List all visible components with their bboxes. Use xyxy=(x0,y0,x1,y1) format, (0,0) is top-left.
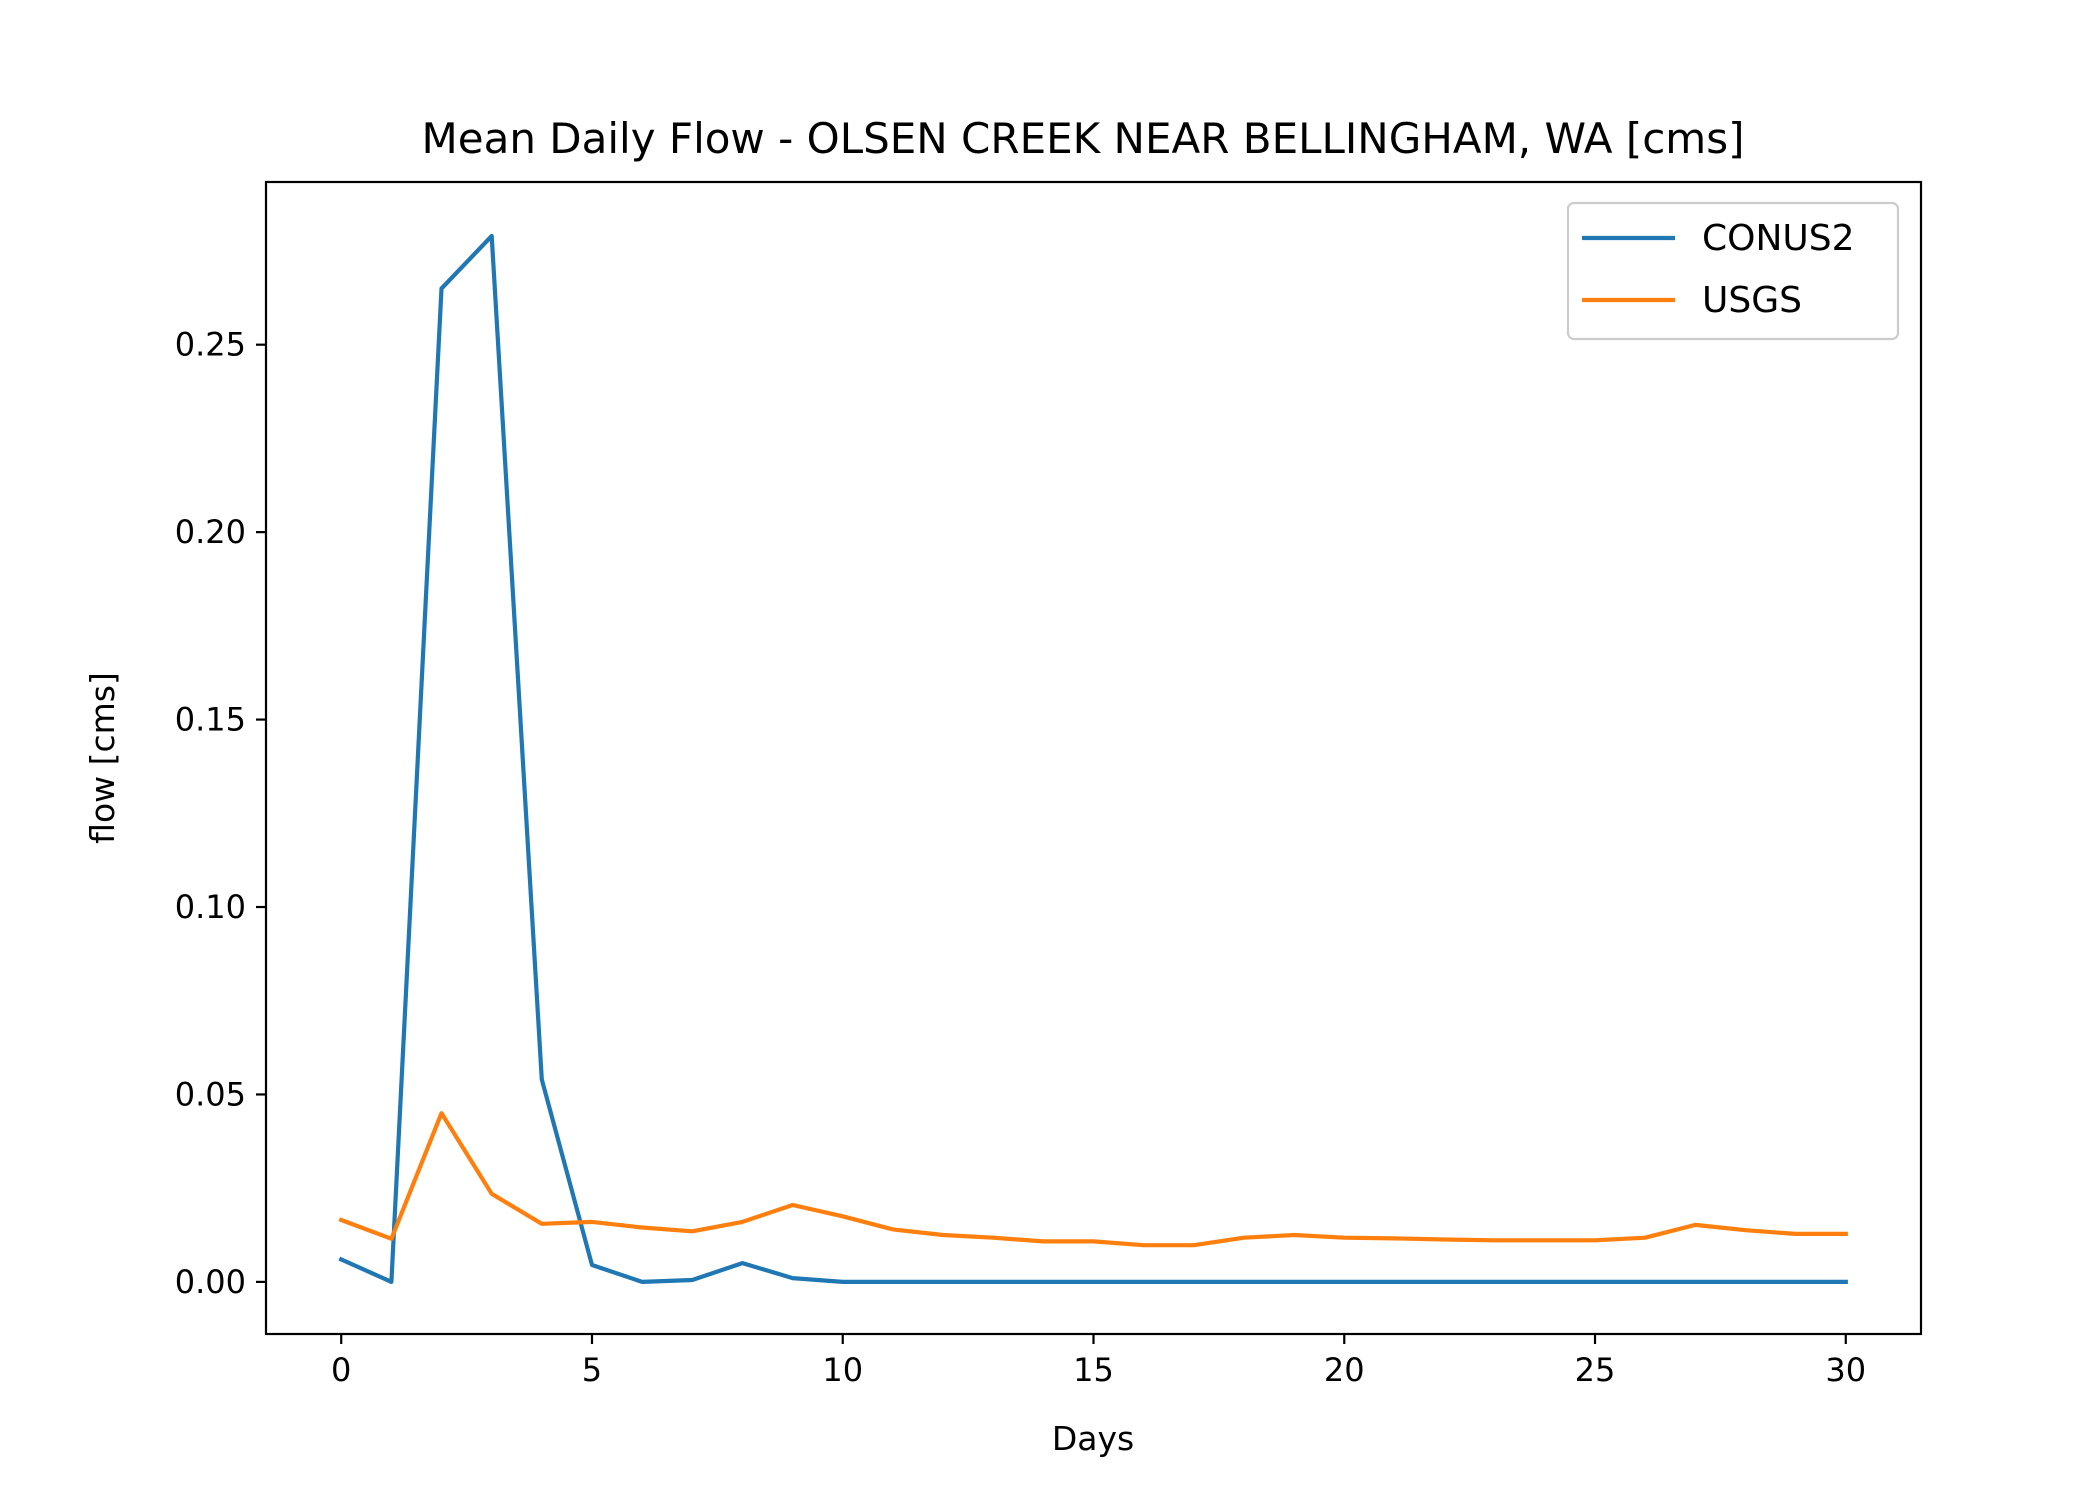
legend-label-usgs: USGS xyxy=(1702,280,1802,321)
y-axis-label: flow [cms] xyxy=(83,672,122,844)
x-axis-ticks: 0 5 10 15 20 25 30 xyxy=(331,1334,1866,1389)
plot-lines xyxy=(338,233,1848,1285)
y-tick-label: 0.00 xyxy=(175,1263,246,1301)
x-tick-label: 15 xyxy=(1073,1351,1114,1389)
x-tick-label: 20 xyxy=(1324,1351,1365,1389)
y-tick-label: 0.10 xyxy=(175,888,246,926)
plot-frame xyxy=(264,180,1923,1336)
x-tick-label: 5 xyxy=(582,1351,602,1389)
y-tick-label: 0.20 xyxy=(175,513,246,551)
series-line-conus2 xyxy=(338,233,1848,1285)
legend-label-conus2: CONUS2 xyxy=(1702,218,1855,259)
y-axis-ticks: 0.00 0.05 0.10 0.15 0.20 0.25 xyxy=(175,326,266,1301)
legend: CONUS2 USGS xyxy=(1566,201,1900,341)
y-tick-label: 0.15 xyxy=(175,701,246,739)
series-line-usgs xyxy=(338,1111,1848,1248)
x-tick-label: 30 xyxy=(1825,1351,1866,1389)
x-axis-label: Days xyxy=(1052,1419,1134,1458)
x-tick-label: 10 xyxy=(822,1351,863,1389)
x-tick-label: 25 xyxy=(1575,1351,1616,1389)
x-tick-label: 0 xyxy=(331,1351,351,1389)
y-tick-label: 0.05 xyxy=(175,1075,246,1113)
chart-title: Mean Daily Flow - OLSEN CREEK NEAR BELLI… xyxy=(422,114,1745,163)
y-tick-label: 0.25 xyxy=(175,326,246,364)
